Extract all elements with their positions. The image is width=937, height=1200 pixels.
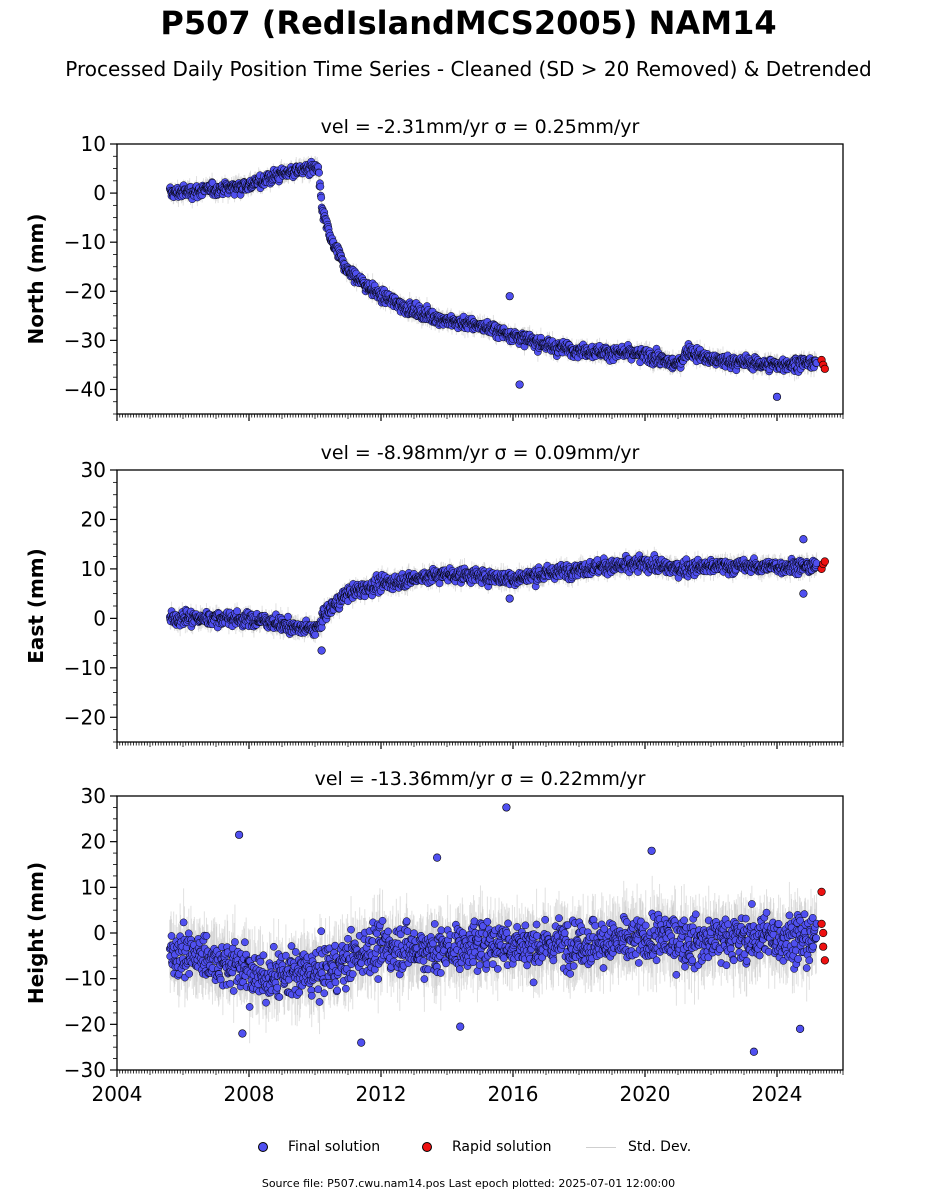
std-dev-bars [169,155,818,382]
plot-area [165,535,829,655]
y-axis-label: East (mm) [24,548,48,664]
final-point [315,168,323,177]
final-point [233,607,241,615]
final-point-outlier [505,292,514,301]
y-tick-label: −20 [64,279,106,303]
final-point-outlier [515,380,524,389]
page-title: P507 (RedIslandMCS2005) NAM14 [160,4,777,42]
rapid-point [820,364,829,373]
y-tick-label: −10 [64,230,106,254]
y-tick-label: −40 [64,377,106,401]
time-series-chart: vel = -2.31mm/yr σ = 0.25mm/yr North (mm)… [24,116,844,1106]
final-point-outlier [772,392,782,401]
y-tick-label: 0 [93,181,106,205]
page-subtitle: Processed Daily Position Time Series - C… [65,57,872,81]
final-point [316,182,325,191]
final-solution-points [165,535,821,655]
final-point [317,193,326,202]
y-tick-label: −30 [64,328,106,352]
y-tick-label: 10 [81,132,106,156]
panel-title: vel = -8.98mm/yr σ = 0.09mm/yr [321,442,640,464]
final-solution-points [165,157,821,401]
plot-area [165,155,829,401]
y-axis-label: North (mm) [24,213,48,344]
panel-1: vel = -2.31mm/yr σ = 0.25mm/yr North (mm)… [24,116,844,421]
panel-title: vel = -2.31mm/yr σ = 0.25mm/yr [321,116,640,138]
rapid-solution-points [817,355,829,373]
